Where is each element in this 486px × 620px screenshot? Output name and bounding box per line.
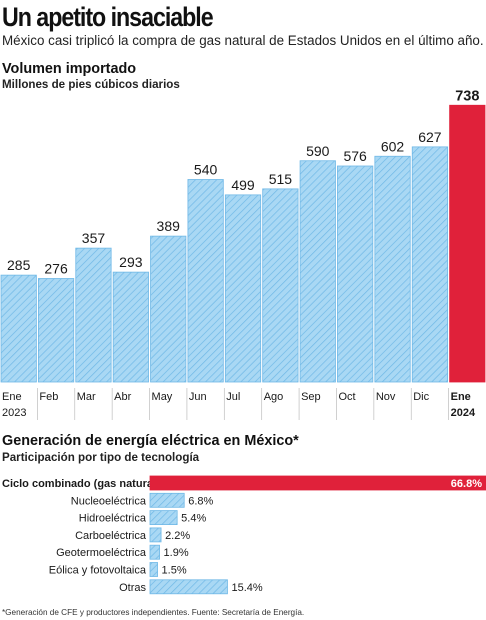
generation-chart-subtitle: Participación por tipo de tecnología xyxy=(2,451,200,464)
month-tick-label: Oct xyxy=(338,391,355,403)
month-tick-label: Ene xyxy=(451,391,471,403)
volume-bar xyxy=(150,235,187,383)
month-tick-label: Mar xyxy=(77,391,96,403)
volume-value-label: 499 xyxy=(231,177,255,193)
share-bar xyxy=(149,579,228,595)
volume-value-label: 602 xyxy=(381,138,405,154)
footnote: *Generación de CFE y productores indepen… xyxy=(2,608,305,617)
month-tick-label: Jul xyxy=(226,391,240,403)
volume-bar xyxy=(75,247,112,383)
share-value-label: 1.5% xyxy=(162,565,187,577)
volume-value-label: 627 xyxy=(418,129,442,145)
share-value-label: 6.8% xyxy=(188,495,213,507)
share-bar xyxy=(149,492,185,508)
volume-bar xyxy=(411,146,449,383)
share-bar xyxy=(149,510,178,526)
share-value-label: 15.4% xyxy=(231,582,262,594)
volume-value-label: 389 xyxy=(157,218,181,234)
month-tick-label: Feb xyxy=(39,391,58,403)
year-tick-label: 2023 xyxy=(2,407,26,419)
volume-chart-subtitle: Millones de pies cúbicos diarios xyxy=(2,78,180,91)
generation-bar-chart: Ciclo combinado (gas natural) 66.8% Nucleo… xyxy=(2,475,486,595)
volume-value-label: 738 xyxy=(455,88,479,104)
month-tick-label: Ago xyxy=(264,391,284,403)
technology-label: Ciclo combinado (gas natural) xyxy=(2,478,160,490)
volume-bar xyxy=(374,155,411,383)
volume-value-label: 285 xyxy=(7,257,31,273)
volume-chart-title: Volumen importado xyxy=(2,61,137,77)
month-tick-label: Dic xyxy=(413,391,429,403)
technology-label: Otras xyxy=(119,582,146,594)
technology-label: Geotermoeléctrica xyxy=(56,547,147,559)
share-value-label: 1.9% xyxy=(164,547,189,559)
generation-chart-title: Generación de energía eléctrica en Méxic… xyxy=(2,433,299,449)
month-tick-label: Abr xyxy=(114,391,131,403)
volume-value-label: 357 xyxy=(82,230,106,246)
share-bar xyxy=(149,475,486,491)
share-value-label: 5.4% xyxy=(181,513,206,525)
volume-bar-chart: 285 Ene 2023 276 Feb 357 Mar 293 Abr 389 May 540 Jun… xyxy=(0,88,486,420)
volume-bar xyxy=(0,274,37,383)
technology-label: Nucleoeléctrica xyxy=(71,495,147,507)
volume-bar xyxy=(449,104,486,383)
volume-bar xyxy=(37,278,75,383)
volume-bar xyxy=(224,194,262,383)
share-bar xyxy=(149,562,158,577)
volume-bar xyxy=(299,160,336,383)
volume-value-label: 540 xyxy=(194,162,218,178)
volume-bar xyxy=(187,179,224,383)
share-bar xyxy=(149,544,160,560)
share-bar xyxy=(149,527,162,543)
month-tick-label: Nov xyxy=(376,391,396,403)
volume-bar xyxy=(112,271,149,383)
volume-value-label: 276 xyxy=(44,261,68,277)
month-tick-label: Jun xyxy=(189,391,207,403)
technology-label: Hidroeléctrica xyxy=(79,513,147,525)
month-tick-label: Ene xyxy=(2,391,22,403)
page-title: Un apetito insaciable xyxy=(2,2,214,32)
share-value-label: 2.2% xyxy=(165,530,190,542)
technology-label: Eólica y fotovoltaica xyxy=(49,565,147,577)
year-tick-label: 2024 xyxy=(451,407,476,419)
month-tick-label: May xyxy=(152,391,173,403)
technology-label: Carboeléctrica xyxy=(75,530,147,542)
volume-bar xyxy=(262,188,299,383)
share-value-label: 66.8% xyxy=(451,478,482,490)
volume-value-label: 515 xyxy=(269,171,293,187)
volume-value-label: 293 xyxy=(119,254,143,270)
page-subtitle: México casi triplicó la compra de gas na… xyxy=(2,33,484,48)
volume-value-label: 576 xyxy=(343,148,367,164)
month-tick-label: Sep xyxy=(301,391,321,403)
volume-bar xyxy=(337,165,374,383)
volume-value-label: 590 xyxy=(306,143,330,159)
